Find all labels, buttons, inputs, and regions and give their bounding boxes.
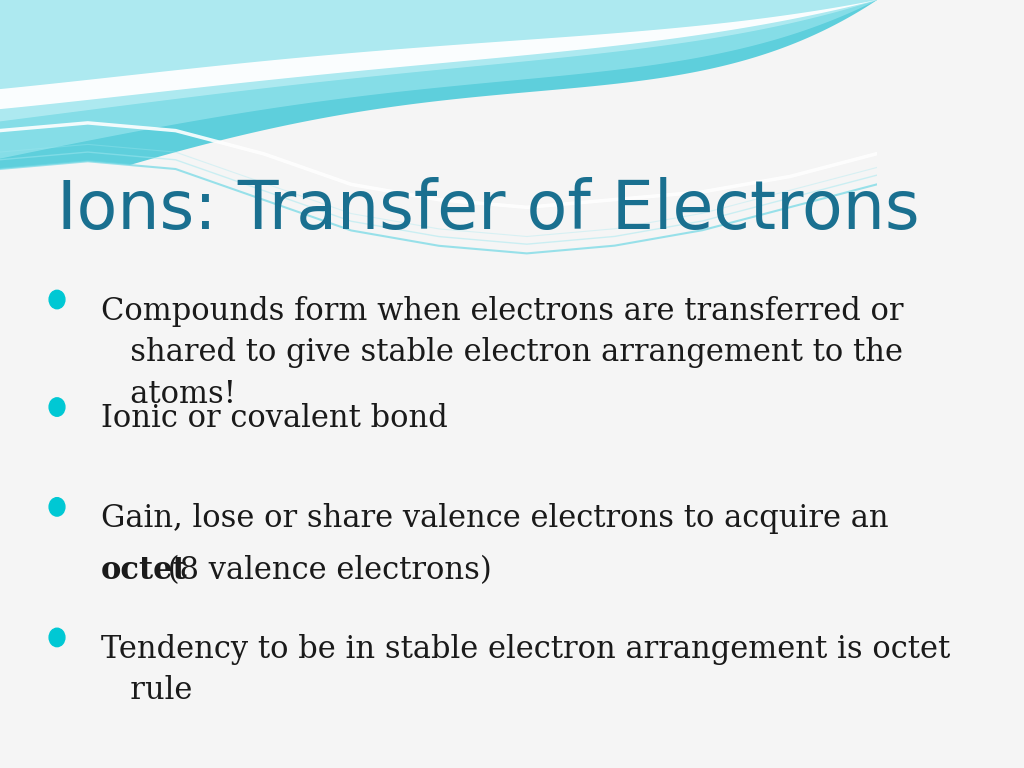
Text: Ions: Transfer of Electrons: Ions: Transfer of Electrons bbox=[57, 177, 920, 243]
Text: (8 valence electrons): (8 valence electrons) bbox=[158, 555, 492, 586]
Ellipse shape bbox=[49, 398, 65, 416]
Polygon shape bbox=[0, 0, 878, 159]
Text: Tendency to be in stable electron arrangement is octet
   rule: Tendency to be in stable electron arrang… bbox=[101, 634, 950, 707]
Polygon shape bbox=[0, 0, 878, 109]
Ellipse shape bbox=[49, 628, 65, 647]
Text: octet: octet bbox=[101, 555, 187, 586]
Polygon shape bbox=[0, 0, 878, 205]
Text: Compounds form when electrons are transferred or
   shared to give stable electr: Compounds form when electrons are transf… bbox=[101, 296, 903, 410]
Polygon shape bbox=[0, 161, 878, 768]
Text: Gain, lose or share valence electrons to acquire an: Gain, lose or share valence electrons to… bbox=[101, 503, 889, 534]
Ellipse shape bbox=[49, 290, 65, 309]
Polygon shape bbox=[0, 0, 878, 121]
Ellipse shape bbox=[49, 498, 65, 516]
Text: Ionic or covalent bond: Ionic or covalent bond bbox=[101, 403, 447, 434]
